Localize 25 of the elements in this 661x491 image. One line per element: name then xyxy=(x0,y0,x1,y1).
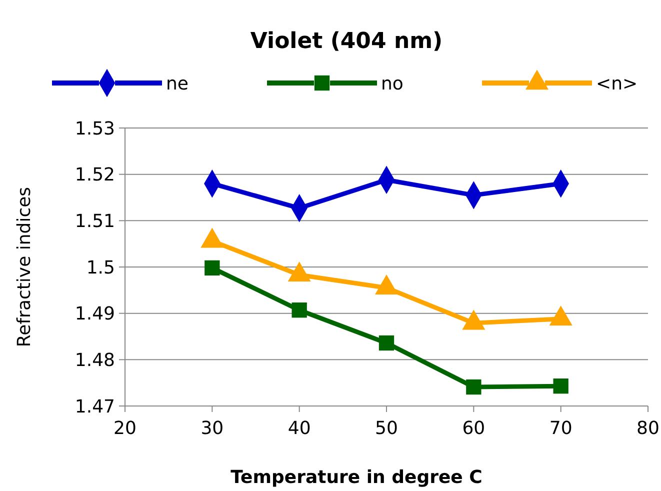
x-tick-label: 30 xyxy=(200,418,224,439)
point xyxy=(553,378,568,394)
y-tick-label: 1.48 xyxy=(74,350,115,371)
legend-label: no xyxy=(381,73,404,94)
y-tick-label: 1.49 xyxy=(74,304,115,325)
y-tick-label: 1.47 xyxy=(74,396,115,418)
y-tick-label: 1.52 xyxy=(74,164,115,186)
point xyxy=(466,379,482,395)
x-tick-label: 40 xyxy=(288,418,311,439)
legend-label: <n> xyxy=(596,73,638,94)
y-axis-title: Refractive indices xyxy=(14,186,35,348)
x-tick-label: 20 xyxy=(114,418,136,439)
legend-label: ne xyxy=(166,73,188,94)
point xyxy=(204,260,220,276)
chart-title: Violet (404 nm) xyxy=(250,29,443,54)
x-tick-label: 80 xyxy=(636,418,660,439)
point xyxy=(378,335,394,351)
y-tick-label: 1.5 xyxy=(86,257,115,278)
x-tick-label: 60 xyxy=(462,418,486,439)
y-tick-label: 1.51 xyxy=(74,210,115,232)
point xyxy=(292,302,307,318)
x-tick-label: 70 xyxy=(549,418,572,439)
x-axis-title: Temperature in degree C xyxy=(230,467,482,488)
y-tick-label: 1.53 xyxy=(74,118,115,140)
x-tick-label: 50 xyxy=(375,418,398,439)
